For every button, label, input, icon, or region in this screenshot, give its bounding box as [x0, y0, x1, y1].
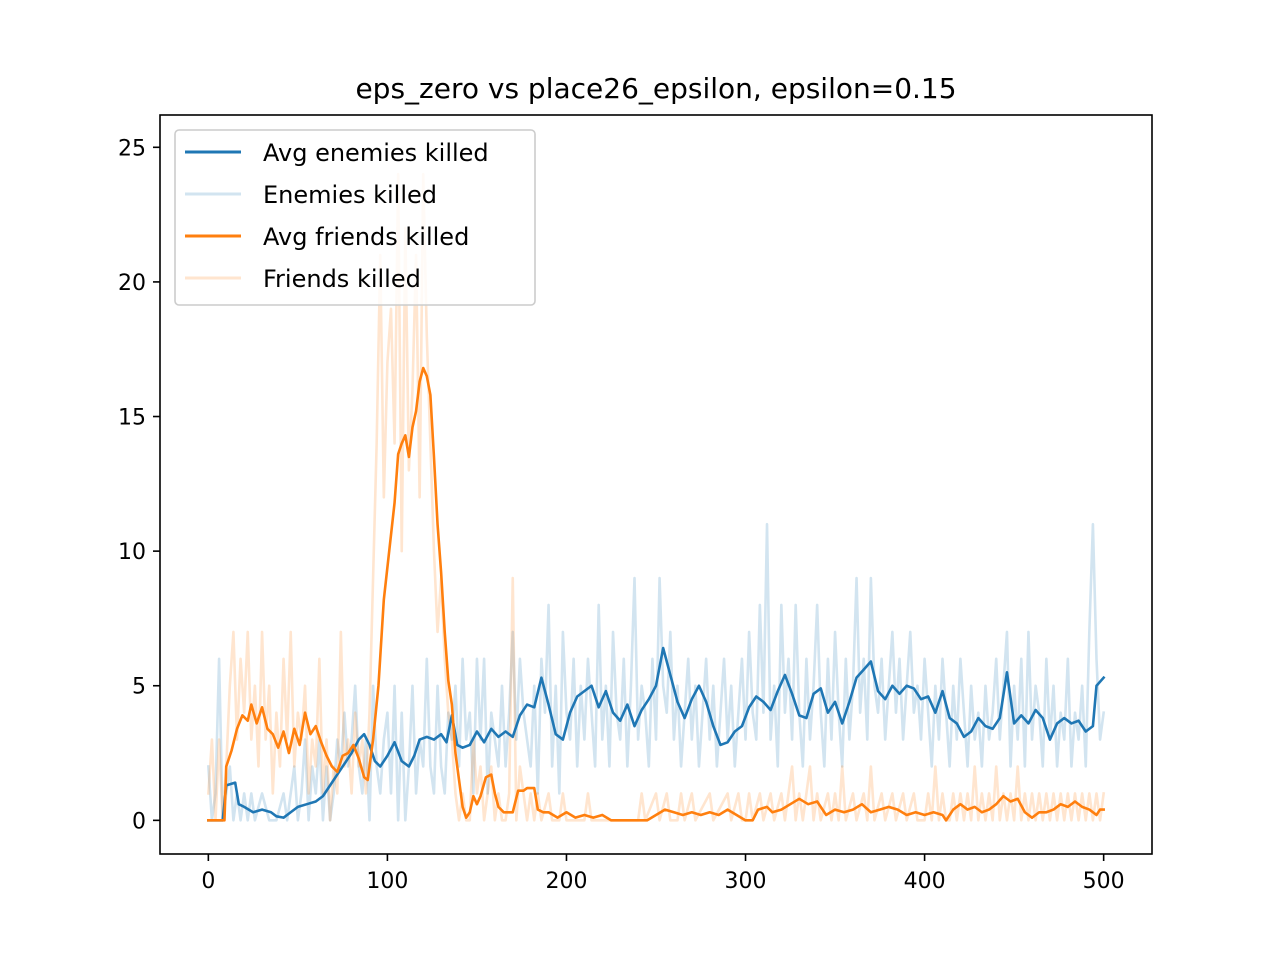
series-line-3 — [206, 172, 1106, 822]
y-tick-label-2: 10 — [118, 540, 146, 565]
legend-label-1: Enemies killed — [263, 181, 437, 209]
series-line-2 — [207, 366, 1105, 822]
chart-title: eps_zero vs place26_epsilon, epsilon=0.1… — [355, 72, 956, 105]
legend-label-3: Friends killed — [263, 265, 421, 293]
x-tick-label-2: 200 — [545, 869, 587, 894]
x-tick-label-4: 400 — [904, 869, 946, 894]
legend-label-2: Avg friends killed — [263, 223, 469, 251]
x-tick-label-3: 300 — [725, 869, 767, 894]
y-tick-label-0: 0 — [132, 809, 146, 834]
legend-box — [174, 129, 536, 306]
axes: 0 100 200 300 400 500 0 5 10 15 20 25 — [118, 114, 1153, 894]
y-tick-label-1: 5 — [132, 675, 146, 700]
x-tick-label-0: 0 — [201, 869, 215, 894]
y-tick-label-4: 20 — [118, 271, 146, 296]
x-tick-label-1: 100 — [366, 869, 408, 894]
y-tick-label-5: 25 — [118, 136, 146, 161]
x-tick-label-5: 500 — [1083, 869, 1125, 894]
series-line-0 — [207, 646, 1106, 822]
plot-frame — [159, 114, 1153, 855]
legend: Avg enemies killed Enemies killed Avg frie… — [174, 129, 536, 306]
series-layer — [206, 172, 1106, 822]
y-tick-label-3: 15 — [118, 406, 146, 431]
legend-label-0: Avg enemies killed — [263, 139, 489, 167]
